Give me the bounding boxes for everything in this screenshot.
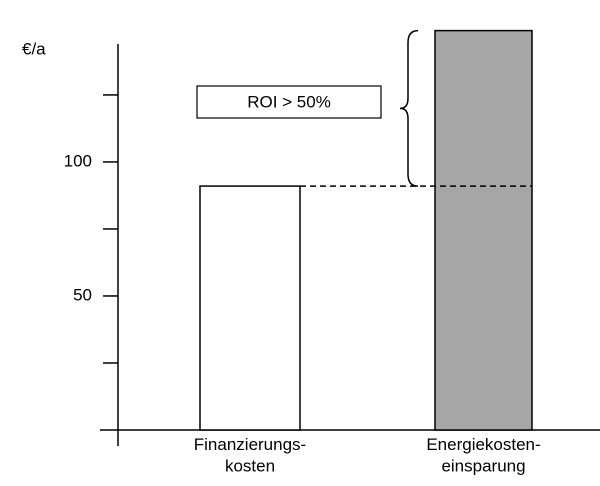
- annotation: ROI > 50%: [247, 92, 331, 111]
- y-axis-label: €/a: [22, 39, 46, 58]
- y-tick-label: 50: [73, 285, 92, 304]
- bar: [434, 29, 533, 431]
- y-tick-label: 100: [64, 151, 92, 170]
- x-tick-label: Energiekosten-einsparung: [426, 435, 540, 475]
- brace: [399, 29, 419, 187]
- x-tick-label: Finanzierungs-kosten: [194, 435, 306, 475]
- annotation-box: [196, 85, 382, 119]
- bar: [199, 185, 301, 431]
